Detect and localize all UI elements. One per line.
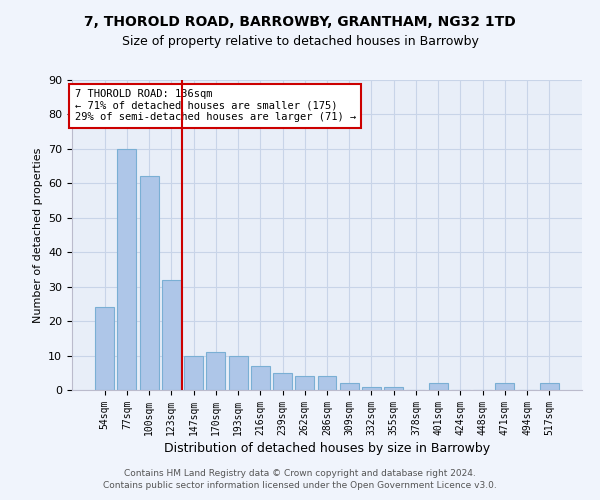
Bar xyxy=(118,149,136,390)
Bar xyxy=(340,383,359,390)
Text: Contains HM Land Registry data © Crown copyright and database right 2024.
Contai: Contains HM Land Registry data © Crown c… xyxy=(103,468,497,490)
Bar xyxy=(295,376,314,390)
Bar xyxy=(540,383,559,390)
Bar xyxy=(229,356,248,390)
Bar xyxy=(251,366,270,390)
Text: Size of property relative to detached houses in Barrowby: Size of property relative to detached ho… xyxy=(122,35,478,48)
Bar xyxy=(429,383,448,390)
Bar xyxy=(162,280,181,390)
Text: 7, THOROLD ROAD, BARROWBY, GRANTHAM, NG32 1TD: 7, THOROLD ROAD, BARROWBY, GRANTHAM, NG3… xyxy=(84,15,516,29)
Bar xyxy=(362,386,381,390)
X-axis label: Distribution of detached houses by size in Barrowby: Distribution of detached houses by size … xyxy=(164,442,490,455)
Bar xyxy=(140,176,158,390)
Bar xyxy=(206,352,225,390)
Bar xyxy=(95,308,114,390)
Text: 7 THOROLD ROAD: 136sqm
← 71% of detached houses are smaller (175)
29% of semi-de: 7 THOROLD ROAD: 136sqm ← 71% of detached… xyxy=(74,90,356,122)
Y-axis label: Number of detached properties: Number of detached properties xyxy=(32,148,43,322)
Bar xyxy=(496,383,514,390)
Bar xyxy=(384,386,403,390)
Bar xyxy=(184,356,203,390)
Bar xyxy=(273,373,292,390)
Bar xyxy=(317,376,337,390)
